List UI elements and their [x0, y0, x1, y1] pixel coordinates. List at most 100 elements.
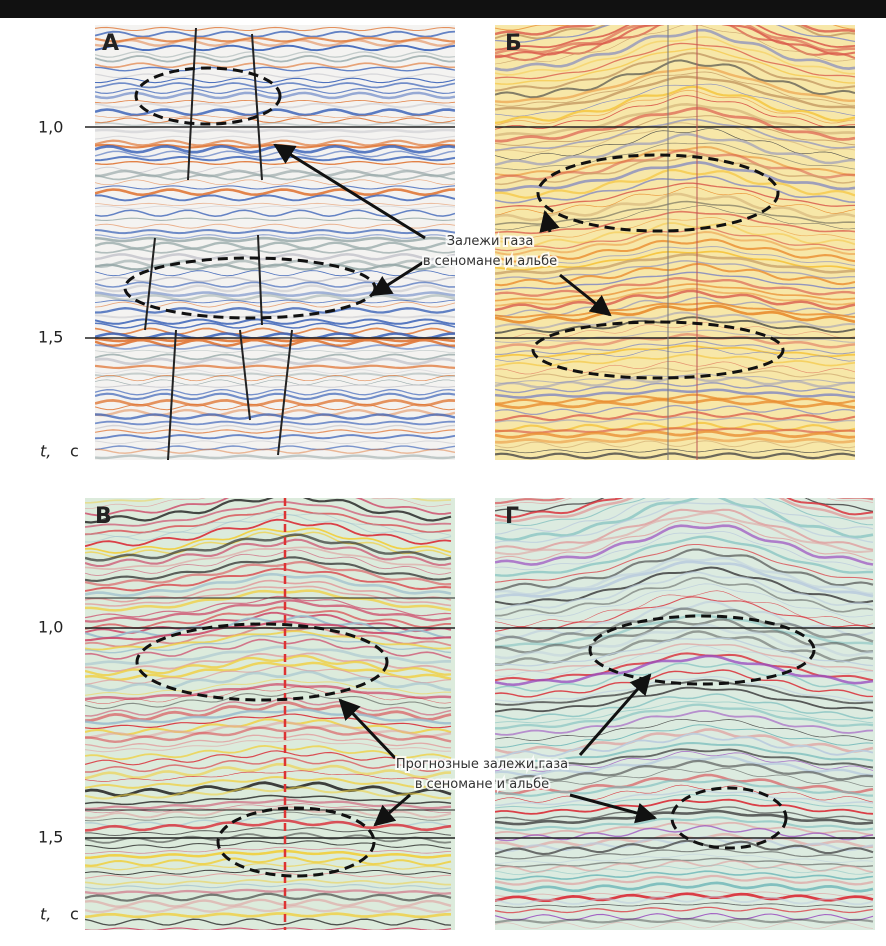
- reflector: [95, 82, 455, 89]
- panel-label: А: [102, 31, 119, 56]
- reflector: [95, 281, 455, 288]
- reflector: [495, 340, 855, 355]
- reflector: [85, 781, 452, 798]
- reflector: [495, 669, 873, 698]
- reflector: [495, 693, 874, 721]
- reflector: [95, 440, 455, 445]
- time-lines: [85, 126, 875, 839]
- reflector: [85, 794, 452, 806]
- reflector: [495, 520, 874, 561]
- reflector: [495, 25, 855, 59]
- reflector: [495, 398, 855, 410]
- reflector: [85, 645, 452, 666]
- reflector: [495, 25, 855, 65]
- reflector: [95, 30, 455, 38]
- seismic-section: [495, 498, 875, 930]
- reflector: [495, 654, 874, 687]
- reflector: [85, 589, 452, 612]
- reflector: [495, 411, 855, 422]
- reflector: [495, 25, 855, 62]
- reflector: [495, 508, 874, 551]
- reflector: [495, 623, 874, 660]
- reflector: [495, 222, 855, 248]
- reflector: [85, 606, 451, 630]
- reflector: [495, 789, 874, 807]
- reflector: [95, 205, 455, 210]
- reflector: [95, 307, 455, 314]
- reflector: [95, 284, 455, 293]
- reflector: [495, 161, 855, 192]
- reflector: [95, 38, 455, 47]
- reflector: [85, 701, 452, 722]
- reflector: [85, 892, 452, 902]
- reflector: [95, 51, 455, 58]
- reflector: [95, 54, 455, 63]
- reflector: [95, 388, 455, 396]
- reflector: [95, 322, 455, 329]
- reflector: [95, 117, 455, 124]
- reflector: [495, 333, 855, 350]
- reflector: [495, 245, 855, 267]
- annotation: в сеномане и альбе: [423, 254, 557, 269]
- reflector: [495, 870, 874, 881]
- reflector: [495, 548, 874, 592]
- reflector: [495, 230, 855, 256]
- annotation: Прогнозные залежи газа: [396, 757, 568, 772]
- reflector: [495, 607, 874, 644]
- reflector: [95, 108, 455, 117]
- reflector: [495, 106, 855, 143]
- reflector: [495, 645, 874, 677]
- reflector: [85, 527, 452, 554]
- reflector: [495, 913, 874, 921]
- reflector: [495, 388, 855, 399]
- reflector: [495, 816, 874, 832]
- reflector: [95, 122, 455, 127]
- reflector: [495, 662, 874, 692]
- reflector: [95, 434, 455, 440]
- reflector: [95, 413, 455, 420]
- reflector: [95, 369, 455, 375]
- reflector: [95, 179, 455, 186]
- reflector: [495, 304, 855, 324]
- reflector: [495, 881, 874, 893]
- reflector: [495, 835, 874, 853]
- arrow: [559, 273, 612, 317]
- reflector: [495, 874, 874, 886]
- time-symbol: t,: [40, 442, 51, 461]
- reflector: [495, 590, 874, 627]
- reflector: [495, 498, 874, 523]
- reflector: [95, 379, 455, 386]
- reflector: [95, 398, 455, 407]
- arrow: [373, 793, 411, 827]
- gas-outline: [588, 614, 816, 686]
- reflector: [95, 338, 455, 348]
- reflector: [95, 375, 455, 382]
- reflector: [95, 372, 455, 378]
- reflector: [495, 277, 855, 297]
- reflector: [495, 892, 874, 903]
- reflector: [95, 44, 455, 52]
- fault: [144, 237, 156, 331]
- reflector: [95, 62, 455, 69]
- reflector: [85, 775, 452, 789]
- reflector: [495, 853, 874, 864]
- reflector: [495, 238, 855, 263]
- reflector: [495, 59, 855, 99]
- reflector: [95, 454, 455, 460]
- reflector: [85, 726, 452, 744]
- reflector: [495, 821, 874, 836]
- reflector: [85, 572, 452, 598]
- reflector: [495, 66, 855, 104]
- reflector: [95, 420, 455, 426]
- reflector: [495, 95, 855, 130]
- reflector: [85, 512, 452, 538]
- reflector: [495, 28, 855, 72]
- reflector: [495, 686, 874, 713]
- reflector: [495, 47, 855, 85]
- reflector: [85, 912, 452, 919]
- reflector: [495, 168, 855, 199]
- reflector: [495, 25, 855, 55]
- reflector: [85, 549, 452, 577]
- seismic-section: [95, 25, 455, 460]
- reflector: [85, 556, 452, 582]
